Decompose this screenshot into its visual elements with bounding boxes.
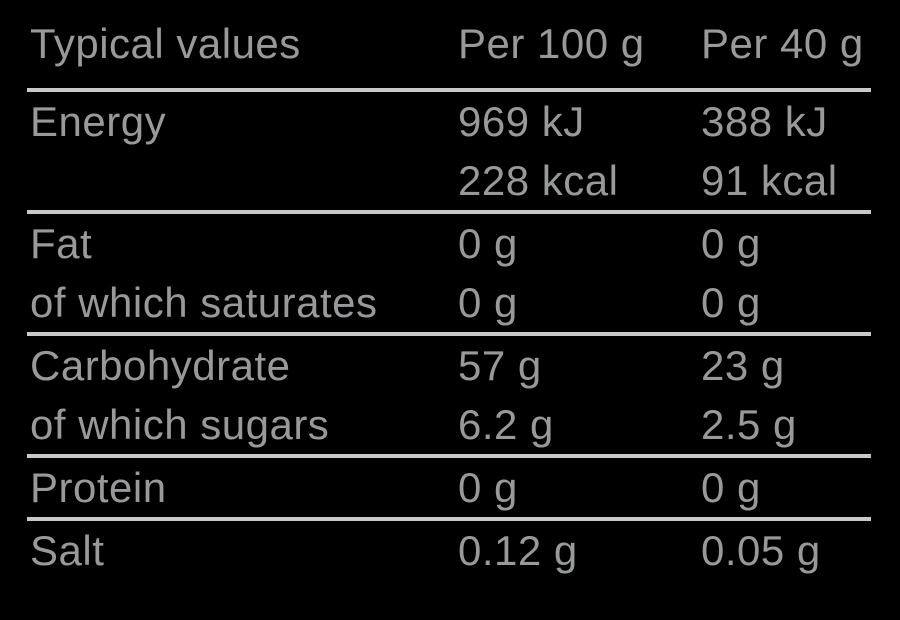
cell-label: of which sugars <box>30 400 330 448</box>
row-carbohydrate: Carbohydrate 57 g 23 g <box>27 336 871 395</box>
cell-label: Protein <box>30 463 167 511</box>
cell-per40: 388 kJ <box>701 97 828 145</box>
cell-label: Fat <box>30 219 93 267</box>
cell-per100: 0 g <box>458 278 518 326</box>
row-sugars: of which sugars 6.2 g 2.5 g <box>27 395 871 454</box>
cell-per40: 91 kcal <box>701 156 838 204</box>
divider <box>27 210 871 214</box>
header-row: Typical values Per 100 g Per 40 g <box>27 0 871 88</box>
cell-label: Carbohydrate <box>30 341 291 389</box>
cell-per40: 2.5 g <box>701 400 797 448</box>
cell-per100: 228 kcal <box>458 156 619 204</box>
header-per-100g: Per 100 g <box>458 20 645 67</box>
cell-per100: 0 g <box>458 463 518 511</box>
cell-per100: 0 g <box>458 219 518 267</box>
cell-per100: 0.12 g <box>458 526 578 574</box>
cell-per100: 6.2 g <box>458 400 554 448</box>
divider <box>27 454 871 458</box>
header-typical-values: Typical values <box>30 20 301 67</box>
cell-per100: 969 kJ <box>458 97 585 145</box>
cell-per40: 0 g <box>701 463 761 511</box>
row-fat: Fat 0 g 0 g <box>27 214 871 273</box>
row-protein: Protein 0 g 0 g <box>27 458 871 517</box>
row-energy-kcal: 228 kcal 91 kcal <box>27 151 871 210</box>
cell-label: Salt <box>30 526 105 574</box>
cell-per100: 57 g <box>458 341 542 389</box>
cell-per40: 0.05 g <box>701 526 821 574</box>
divider <box>27 332 871 336</box>
nutrition-table: Typical values Per 100 g Per 40 g Energy… <box>27 0 871 580</box>
cell-per40: 0 g <box>701 219 761 267</box>
cell-per40: 0 g <box>701 278 761 326</box>
cell-label: Energy <box>30 97 167 145</box>
row-energy-kj: Energy 969 kJ 388 kJ <box>27 92 871 151</box>
divider <box>27 517 871 521</box>
row-saturates: of which saturates 0 g 0 g <box>27 273 871 332</box>
row-salt: Salt 0.12 g 0.05 g <box>27 521 871 580</box>
divider <box>27 88 871 92</box>
cell-per40: 23 g <box>701 341 785 389</box>
header-per-40g: Per 40 g <box>701 20 864 67</box>
cell-label: of which saturates <box>30 278 378 326</box>
